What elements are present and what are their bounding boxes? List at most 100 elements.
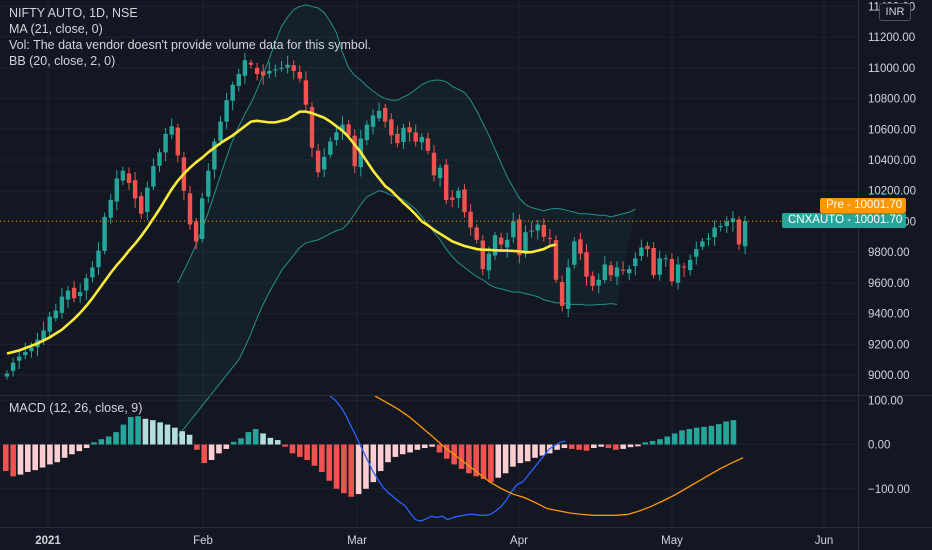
candle-body: [602, 264, 607, 281]
candle-body: [175, 127, 180, 156]
macd-histogram-bar: [561, 444, 568, 449]
macd-histogram-bar: [113, 432, 119, 445]
macd-histogram-bar: [568, 444, 575, 449]
candle-body: [700, 241, 705, 247]
candle-body: [437, 167, 443, 178]
candle-body: [169, 126, 174, 135]
candle-body: [431, 152, 437, 176]
macd-histogram-bar: [333, 444, 340, 489]
macd-histogram-bar: [488, 444, 494, 483]
macd-histogram-bar: [429, 444, 435, 447]
macd-histogram-bar: [436, 444, 443, 453]
price-tick-label: 10400.00: [868, 155, 916, 167]
candle-body: [712, 227, 717, 238]
candle-body: [261, 71, 266, 76]
macd-histogram-bar: [311, 444, 318, 466]
candle-body: [10, 362, 16, 371]
last-price-tag: CNXAUTO - 10001.70: [782, 213, 907, 228]
macd-histogram-bar: [216, 444, 222, 454]
macd-histogram-bar: [671, 433, 678, 445]
legend-bb[interactable]: BB (20, close, 2, 0): [9, 54, 116, 68]
candle-body: [444, 164, 449, 200]
candle-body: [364, 124, 370, 141]
macd-histogram-bar: [613, 444, 619, 450]
candle-body: [59, 296, 65, 313]
legend-ma[interactable]: MA (21, close, 0): [9, 22, 103, 36]
candle-body: [553, 240, 559, 280]
candle-body: [145, 187, 150, 213]
currency-button[interactable]: INR: [879, 3, 911, 21]
symbol-label: CNXAUTO: [788, 214, 845, 226]
time-tick-label: Feb: [193, 535, 213, 547]
ma21-line: [6, 110, 557, 355]
candle-body: [584, 252, 589, 277]
macd-histogram-bar: [466, 444, 472, 474]
macd-histogram-bar: [348, 444, 355, 497]
macd-histogram-bar: [407, 444, 413, 453]
macd-histogram-bar: [39, 444, 46, 468]
price-tick-label: 9800.00: [868, 247, 910, 259]
macd-histogram-bar: [701, 426, 707, 445]
bb-upper-band: [177, 4, 636, 284]
macd-pane: [3, 395, 744, 522]
candle-body: [639, 247, 644, 256]
time-tick-label: Apr: [510, 535, 528, 547]
macd-histogram-bar: [370, 444, 377, 483]
candle-body: [267, 70, 272, 74]
macd-histogram-bar: [517, 444, 524, 464]
candle-body: [120, 170, 126, 181]
macd-histogram-bar: [642, 442, 649, 445]
candle-body: [742, 221, 748, 247]
candle-body: [669, 259, 675, 282]
time-tick-label: Mar: [347, 535, 367, 547]
candle-body: [352, 135, 357, 167]
candle-body: [303, 80, 309, 105]
candle-body: [53, 310, 58, 319]
candle-body: [78, 292, 83, 297]
candle-body: [218, 121, 223, 141]
macd-legend[interactable]: MACD (12, 26, close, 9): [9, 401, 143, 415]
macd-histogram-bar: [385, 444, 391, 463]
candle-body: [328, 141, 333, 155]
candle-body: [285, 64, 290, 68]
macd-histogram-bar: [495, 444, 502, 478]
candle-body: [71, 287, 77, 299]
candle-body: [590, 275, 595, 286]
candle-body: [511, 221, 516, 238]
candle-body: [407, 127, 412, 133]
macd-histogram-bar: [32, 444, 38, 471]
pre-label: Pre: [826, 199, 844, 211]
macd-histogram-bar: [172, 427, 178, 445]
legend-vol[interactable]: Vol: The data vendor doesn't provide vol…: [9, 38, 372, 52]
candle-body: [248, 62, 254, 65]
candle-body: [279, 67, 284, 69]
macd-histogram-bar: [54, 444, 61, 463]
pre-market-price-tag: Pre - 10001.70: [820, 198, 907, 213]
macd-histogram-bar: [444, 444, 450, 459]
candle-body: [157, 152, 162, 166]
macd-histogram-bar: [194, 444, 200, 450]
candle-body: [132, 180, 138, 199]
candle-body: [383, 107, 388, 122]
legend-title[interactable]: NIFTY AUTO, 1D, NSE: [9, 6, 138, 20]
macd-histogram-bar: [627, 444, 634, 448]
macd-histogram-bar: [414, 444, 421, 450]
macd-histogram-bar: [127, 417, 134, 445]
candle-body: [578, 239, 583, 254]
macd-histogram-bar: [392, 444, 399, 457]
macd-histogram-bar: [458, 444, 465, 469]
candle-body: [547, 237, 553, 239]
candle-body: [139, 196, 144, 214]
macd-histogram-bar: [693, 427, 700, 445]
candle-body: [633, 258, 638, 267]
candle-body: [230, 84, 235, 101]
candle-body: [517, 219, 522, 256]
macd-histogram-bar: [591, 444, 597, 449]
macd-histogram-bar: [576, 444, 582, 450]
candle-body: [608, 265, 614, 276]
candle-body: [694, 249, 699, 257]
candle-body: [688, 259, 693, 271]
macd-histogram-bar: [319, 444, 325, 472]
candle-body: [151, 166, 156, 187]
